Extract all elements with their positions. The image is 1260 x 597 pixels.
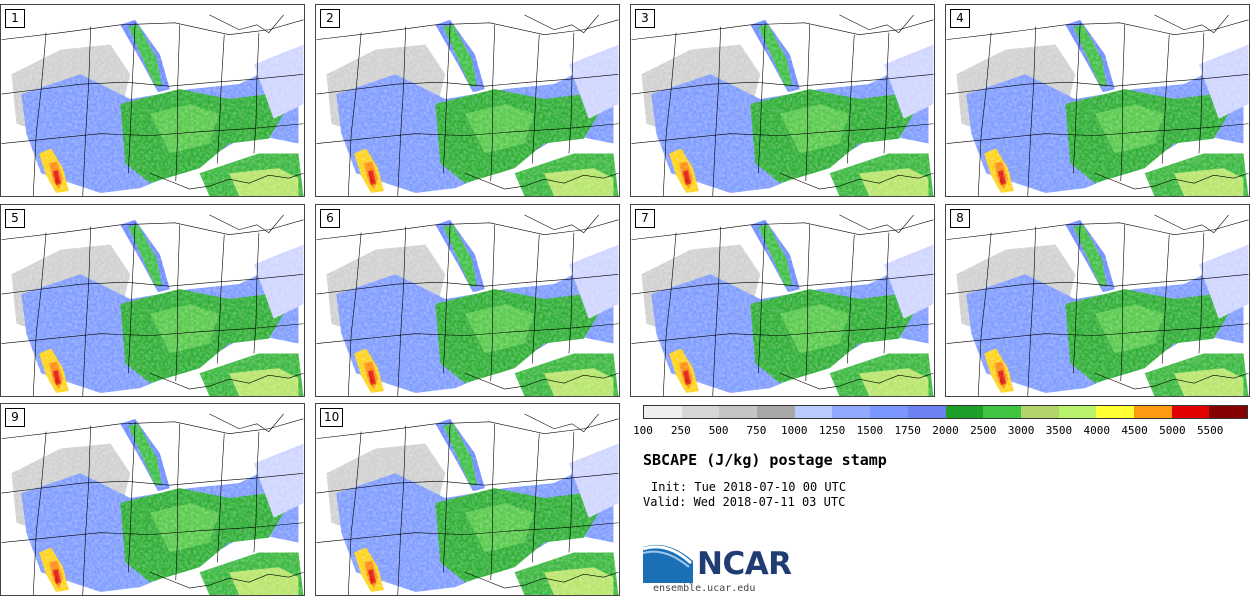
colorbar-segment: [983, 406, 1021, 418]
colorbar-segment: [870, 406, 908, 418]
colorbar-segment: [719, 406, 758, 418]
colorbar-ticks: 100 250 500 750 1000 1250 1500 1750 2000 2500 3000…: [633, 424, 1248, 438]
colorbar-tick-label: 5500: [1196, 424, 1224, 437]
member-panel: 5: [0, 204, 305, 397]
colorbar-tick-label: 3000: [1007, 424, 1035, 437]
member-panel: 6: [315, 204, 620, 397]
colorbar-tick-label: 1000: [781, 424, 808, 437]
colorbar-tick-label: 1750: [894, 424, 921, 437]
colorbar-tick-label: 4500: [1121, 424, 1148, 437]
member-label: 3: [635, 9, 655, 28]
colorbar-tick-label: 5000: [1159, 424, 1186, 437]
logo-url: ensemble.ucar.edu: [653, 583, 756, 594]
member-label: 4: [950, 9, 970, 28]
colorbar-tick-label: 1500: [856, 424, 884, 437]
colorbar-tick-label: 750: [746, 424, 767, 437]
colorbar-segment: [1020, 406, 1059, 418]
colorbar-segment: [757, 406, 795, 418]
member-label: 10: [320, 408, 344, 427]
member-panel: 7: [630, 204, 935, 397]
colorbar-segment: [945, 406, 984, 418]
logo-text: NCAR: [697, 546, 792, 582]
colorbar-segment: [832, 406, 871, 418]
member-label: 2: [320, 9, 340, 28]
colorbar-tick-label: 2000: [932, 424, 959, 437]
init-time: Init: Tue 2018-07-10 00 UTC: [651, 480, 847, 494]
ncar-logo-icon: [643, 544, 693, 583]
colorbar-tick-label: 4000: [1083, 424, 1111, 437]
member-label: 7: [635, 209, 655, 228]
colorbar-segment: [1209, 406, 1247, 418]
member-panel: 2: [315, 4, 620, 197]
colorbar-segment: [794, 406, 833, 418]
valid-time: Valid: Wed 2018-07-11 03 UTC: [643, 495, 846, 509]
colorbar-tick-label: 250: [670, 424, 691, 437]
member-panel: 1: [0, 4, 305, 197]
colorbar-tick-label: 1250: [818, 424, 846, 437]
member-panel: 8: [945, 204, 1250, 397]
colorbar-segment: [907, 406, 946, 418]
colorbar-tick-label: 500: [708, 424, 729, 437]
colorbar-tick-label: 3500: [1045, 424, 1073, 437]
member-label: 9: [5, 408, 25, 427]
colorbar-tick-label: 2500: [970, 424, 997, 437]
member-panel: 9: [0, 403, 305, 596]
colorbar-segment: [644, 406, 682, 418]
colorbar-segment: [1171, 406, 1210, 418]
member-label: 1: [5, 9, 25, 28]
colorbar-segment: [1058, 406, 1097, 418]
member-label: 8: [950, 209, 970, 228]
member-label: 6: [320, 209, 340, 228]
colorbar-segment: [681, 406, 720, 418]
member-panel: 10: [315, 403, 620, 596]
member-panel: 4: [945, 4, 1250, 197]
colorbar-tick-label: 100: [633, 424, 653, 437]
colorbar-segment: [1133, 406, 1172, 418]
title: SBCAPE (J/kg) postage stamp: [643, 451, 887, 469]
member-panel: 3: [630, 4, 935, 197]
colorbar: [643, 405, 1248, 419]
colorbar-segment: [1096, 406, 1134, 418]
member-label: 5: [5, 209, 25, 228]
